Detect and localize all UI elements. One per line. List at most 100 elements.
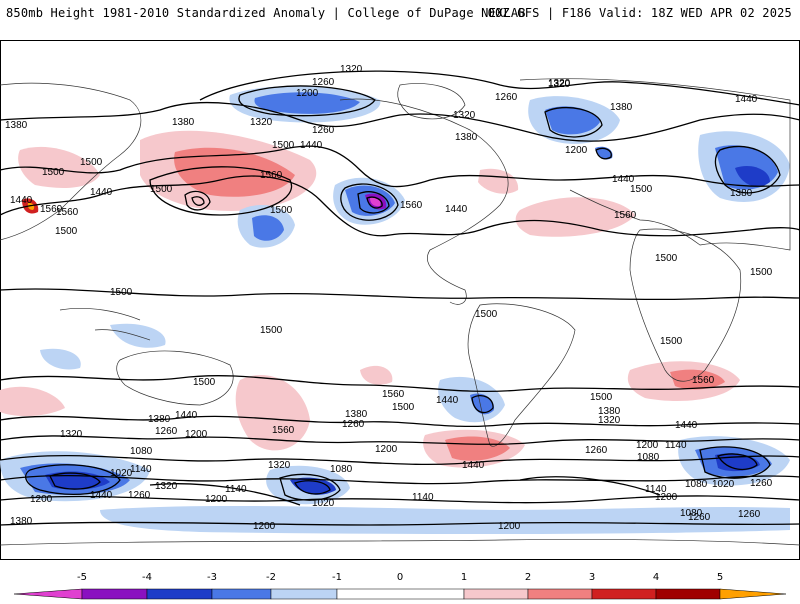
contour-label: 1140 [665, 440, 687, 451]
contour-label: 1320 [268, 460, 291, 471]
contour-label: 1560 [272, 425, 295, 436]
contour-label: 1560 [260, 170, 283, 181]
contour-1200-antarctic [0, 521, 800, 526]
contour-1080-low-se [699, 446, 771, 479]
coastline-south-america [467, 303, 576, 447]
colorbar-tick-label: 2 [525, 572, 531, 583]
contour-1380-north [0, 101, 800, 142]
contour-label: 1380 [730, 188, 753, 199]
colorbar-swatch-neg5 [13, 588, 83, 600]
contour-label: 1320 [155, 481, 178, 492]
contour-label: 1200 [498, 521, 521, 532]
contour-label: 1080 [330, 464, 353, 475]
colorbar-tick-labels: -5 -4 -3 -2 -1 0 1 2 3 4 5 [77, 572, 723, 583]
anomaly-pos-samerica [360, 365, 393, 385]
contour-label: 1560 [40, 204, 63, 215]
colorbar-swatch-pos3 [591, 588, 657, 600]
contour-label: 1500 [270, 205, 293, 216]
contour-label: 1260 [688, 512, 711, 523]
contour-label: 1440 [90, 490, 113, 501]
anomaly-neg-europe-core [545, 106, 600, 135]
contour-label: 1200 [296, 88, 319, 99]
colorbar-tick-label: -4 [142, 572, 152, 583]
contour-label: 1440 [735, 94, 758, 105]
contour-label: 1500 [272, 140, 295, 151]
contour-label: 1440 [675, 420, 698, 431]
contour-label: 1380 [5, 120, 28, 131]
contour-1020-low-sw [49, 472, 101, 490]
contour-1440-south [0, 415, 800, 428]
contour-label: 1320 [340, 64, 363, 75]
anomaly-pos-spac [235, 374, 310, 451]
contour-label: 1020 [712, 479, 735, 490]
colorbar-swatch-pos4 [655, 588, 721, 600]
coastlines [0, 78, 800, 546]
coastline-africa [629, 228, 742, 382]
colorbar-tick-label: -5 [77, 572, 87, 583]
contour-1080-low-sw [25, 464, 121, 495]
contour-label: 1380 [172, 117, 195, 128]
coastline-greenland [397, 83, 466, 120]
colorbar-tick-label: 0 [397, 572, 403, 583]
colorbar-swatch-neg4 [81, 588, 148, 600]
contour-label: 1200 [565, 145, 588, 156]
contour-label: 1500 [392, 402, 415, 413]
anomaly-neg-us-west-max [370, 197, 381, 207]
colorbar-tick-label: 1 [461, 572, 467, 583]
contour-label: 1320 [548, 78, 571, 89]
contour-label: 1320 [250, 117, 273, 128]
contour-1020-low-s [294, 480, 331, 495]
contour-low-npac-2 [191, 196, 205, 206]
contour-label: 1200 [185, 429, 208, 440]
contour-label: 1140 [412, 492, 434, 503]
contour-label: 1140 [645, 484, 667, 495]
anomaly-pos-satl-core [445, 436, 510, 461]
contour-label: 1500 [110, 287, 133, 298]
colorbar-swatch-zero [336, 588, 465, 600]
colorbar-tick-label: 4 [653, 572, 659, 583]
coastline-north-america [339, 98, 509, 305]
contour-label: 1440 [612, 174, 635, 185]
contour-label: 1260 [312, 125, 335, 136]
contour-label: 1260 [342, 419, 365, 430]
contour-label: 1500 [660, 336, 683, 347]
contour-label: 1560 [56, 207, 79, 218]
anomaly-neg-alaska-core [254, 92, 360, 114]
contour-label: 1380 [148, 414, 171, 425]
contour-label: 1320 [598, 415, 621, 426]
colorbar: -5 -4 -3 -2 -1 0 1 2 3 4 5 [0, 568, 800, 600]
contour-label: 1500 [42, 167, 65, 178]
contour-1560-north [149, 166, 293, 216]
colorbar-swatch-pos5 [719, 588, 787, 600]
colorbar-tick-label: 5 [717, 572, 723, 583]
contour-low-sa [471, 394, 494, 414]
contour-label: 1200 [655, 492, 678, 503]
anomaly-pos-indian-core [670, 369, 725, 390]
contour-label: 1020 [312, 498, 335, 509]
contour-label: 1380 [10, 516, 33, 527]
contour-label-group: 1320 1320 1320 1320 1380 1380 1380 1380 … [5, 64, 773, 532]
contour-label: 1260 [738, 509, 761, 520]
contour-label: 1080 [680, 508, 703, 519]
contour-label: 1200 [375, 444, 398, 455]
contour-label: 1200 [30, 494, 53, 505]
contour-label: 1440 [462, 460, 485, 471]
contour-label: 1500 [150, 184, 173, 195]
coastline-asia-west [0, 82, 142, 241]
anomaly-map: 1320 1320 1320 1320 1380 1380 1380 1380 … [0, 40, 800, 560]
contour-label: 1500 [55, 226, 78, 237]
contour-label: 1200 [253, 521, 276, 532]
contour-label: 1080 [637, 452, 660, 463]
coastline-eurasia [519, 78, 791, 251]
contour-label: 1500 [193, 377, 216, 388]
map-title: 850mb Height 1981-2010 Standardized Anom… [6, 6, 526, 20]
colorbar-swatch-pos2 [527, 588, 593, 600]
contour-label: 1260 [495, 92, 518, 103]
contour-label: 1320 [60, 429, 83, 440]
contour-1440-north [0, 145, 800, 188]
anomaly-pos-himalaya-peak [27, 202, 35, 210]
contour-label: 1380 [610, 102, 633, 113]
anomaly-neg-antarctic [100, 505, 790, 535]
contour-label: 1380 [455, 132, 478, 143]
anomaly-pos-sio [0, 386, 65, 417]
